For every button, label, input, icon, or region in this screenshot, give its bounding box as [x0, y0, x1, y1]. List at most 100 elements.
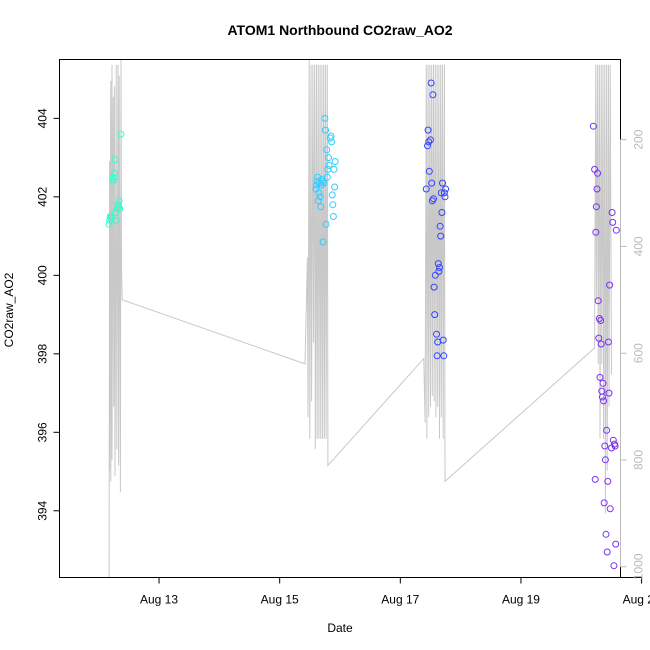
- data-point-series-3: [436, 264, 443, 271]
- data-point-series-4: [602, 530, 610, 538]
- data-point-series-3: [436, 222, 444, 230]
- data-point-series-3: [435, 267, 443, 275]
- data-point-series-2: [322, 126, 329, 134]
- data-point-series-2: [322, 220, 330, 228]
- data-point-series-2: [330, 165, 338, 173]
- data-point-series-3: [434, 260, 442, 268]
- y2-tick-label: 1000: [632, 553, 646, 580]
- data-point-series-4: [592, 228, 600, 236]
- data-point-series-1: [115, 197, 123, 205]
- data-point-series-3: [440, 189, 448, 197]
- data-point-series-3: [439, 336, 447, 344]
- data-point-series-4: [604, 338, 612, 346]
- x-tick-label: Aug 21: [623, 593, 650, 607]
- data-point-series-3: [425, 167, 433, 175]
- data-point-series-4: [609, 436, 617, 444]
- data-point-series-4: [610, 562, 618, 570]
- data-point-series-2: [315, 189, 323, 197]
- y-tick-label: 400: [36, 265, 50, 285]
- y-axis: 394 396 398 400 402 404: [36, 108, 60, 521]
- data-point-series-3: [424, 126, 432, 134]
- data-point-series-1: [112, 216, 120, 224]
- data-point-series-1: [113, 205, 121, 213]
- data-point-series-4: [596, 373, 604, 381]
- secondary-series-line: [108, 59, 612, 578]
- data-point-series-3: [424, 142, 431, 150]
- data-point-series-4: [599, 379, 607, 387]
- x-tick-label: Aug 17: [381, 593, 419, 607]
- x-tick-label: Aug 15: [261, 593, 299, 607]
- data-point-series-3: [440, 352, 448, 360]
- data-point-series-4: [601, 456, 609, 464]
- data-point-series-1: [107, 213, 115, 220]
- data-point-series-3: [429, 91, 437, 99]
- data-point-series-2: [328, 191, 336, 199]
- y2-tick-label: 600: [632, 343, 646, 363]
- y2-tick-label: 400: [632, 236, 646, 256]
- data-point-series-3: [433, 352, 441, 360]
- x-tick-label: Aug 19: [502, 593, 540, 607]
- data-point-series-4: [605, 389, 613, 397]
- scatter-points: [105, 79, 620, 570]
- data-point-series-1: [111, 156, 119, 164]
- secondary-line: [108, 59, 612, 578]
- data-point-series-3: [437, 232, 445, 240]
- data-point-series-3: [425, 138, 433, 146]
- data-point-series-3: [428, 179, 436, 187]
- data-point-series-2: [316, 193, 324, 201]
- x-axis-label: Date: [327, 621, 353, 635]
- y2-tick-label: 200: [632, 129, 646, 149]
- data-point-series-4: [592, 203, 600, 211]
- data-point-series-2: [323, 173, 331, 181]
- data-point-series-4: [603, 548, 611, 556]
- data-point-series-1: [112, 209, 120, 216]
- data-point-series-4: [611, 442, 619, 450]
- data-point-series-4: [601, 442, 609, 450]
- data-point-series-2: [329, 213, 337, 220]
- data-point-series-2: [321, 114, 329, 122]
- data-point-series-4: [595, 334, 603, 342]
- data-point-series-4: [597, 317, 605, 324]
- plot-frame: [59, 59, 621, 578]
- data-point-series-4: [606, 281, 614, 289]
- data-point-series-4: [593, 185, 601, 193]
- data-point-series-4: [589, 122, 597, 130]
- secondary-y-axis: 200 400 600 800 1000: [620, 129, 646, 580]
- y-tick-label: 398: [36, 343, 50, 363]
- data-point-series-3: [427, 136, 434, 144]
- data-point-series-2: [319, 238, 327, 246]
- data-point-series-4: [591, 475, 599, 483]
- data-point-series-2: [320, 179, 328, 187]
- x-axis: Aug 13 Aug 15 Aug 17 Aug 19 Aug 21: [140, 577, 650, 607]
- data-point-series-3: [433, 330, 440, 338]
- y-axis-label: CO2raw_AO2: [2, 272, 16, 347]
- data-point-series-2: [329, 201, 337, 209]
- data-point-series-3: [438, 209, 446, 216]
- data-point-series-1: [117, 130, 125, 138]
- data-point-series-2: [325, 162, 333, 169]
- data-point-series-4: [612, 540, 620, 548]
- data-point-series-2: [328, 138, 336, 146]
- data-point-series-4: [604, 477, 612, 485]
- y-tick-label: 396: [36, 422, 50, 442]
- data-point-series-2: [314, 197, 322, 205]
- data-point-series-2: [319, 177, 326, 185]
- data-point-series-3: [441, 193, 449, 201]
- data-point-series-4: [594, 297, 602, 305]
- data-point-series-4: [600, 397, 608, 405]
- y-tick-label: 402: [36, 187, 50, 207]
- data-point-series-4: [612, 226, 620, 234]
- x-tick-label: Aug 13: [140, 593, 178, 607]
- data-point-series-1: [110, 169, 118, 177]
- data-point-series-3: [430, 283, 438, 291]
- data-point-series-4: [598, 393, 606, 401]
- data-point-series-2: [325, 154, 332, 162]
- data-point-series-2: [331, 158, 339, 165]
- data-point-series-2: [317, 203, 325, 211]
- chart-title: ATOM1 Northbound CO2raw_AO2: [227, 22, 452, 38]
- data-point-series-3: [431, 311, 439, 319]
- y-tick-label: 394: [36, 500, 50, 520]
- data-point-series-4: [600, 499, 608, 507]
- data-point-series-4: [609, 218, 617, 226]
